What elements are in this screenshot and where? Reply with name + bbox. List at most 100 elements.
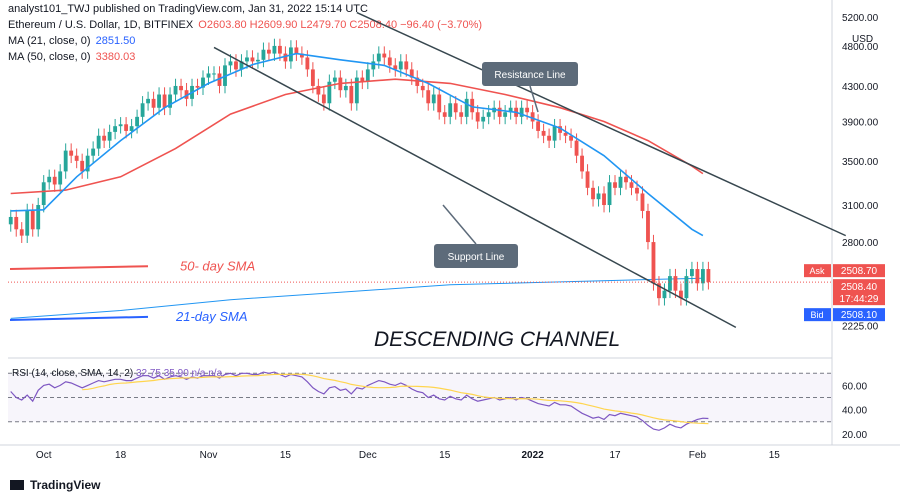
channel-title: DESCENDING CHANNEL [374, 328, 620, 351]
sma21-legend-line [9, 315, 149, 322]
candle-body [382, 53, 387, 58]
candle-body [135, 116, 140, 127]
candle-body [228, 61, 233, 66]
ma21-value: 2851.50 [95, 35, 136, 47]
time-tick-label: Nov [200, 450, 218, 461]
candle-body [596, 193, 601, 200]
candle-body [404, 61, 409, 70]
candle-body [453, 103, 458, 113]
symbol-title: Ethereum / U.S. Dollar, 1D, BITFINEX [8, 19, 194, 31]
candle-body [107, 131, 112, 141]
candle-body [393, 65, 398, 70]
ma50-line [10, 78, 704, 195]
time-tick-label: 15 [280, 450, 292, 461]
candle-body [580, 155, 584, 172]
candle-body [371, 61, 376, 70]
rsi-title: RSI (14, close, SMA, 14, 2) [12, 368, 136, 379]
ask-tag-label: Ask [809, 266, 825, 276]
candle-body [184, 90, 189, 99]
rsi-header: RSI (14, close, SMA, 14, 2) 32.75 35.90 … [12, 368, 223, 379]
time-tick-label: Feb [689, 450, 707, 461]
rsi-tick-label: 20.00 [842, 430, 867, 441]
ask-tag [804, 264, 831, 278]
candle-body [272, 45, 277, 54]
candle-body [80, 160, 85, 172]
channel-line [356, 11, 847, 237]
bid-tag [804, 308, 831, 322]
resistance-callout-box [482, 62, 578, 86]
price-tick-label: 3500.00 [842, 157, 879, 168]
candle-body [508, 107, 513, 113]
candle-body [486, 112, 491, 117]
candle-body [651, 242, 656, 284]
candle-body [481, 116, 486, 122]
candle-body [19, 229, 24, 236]
candle-body [41, 182, 46, 206]
candle-body [574, 140, 579, 156]
candle-body [547, 135, 552, 141]
candle-body [668, 276, 672, 291]
candle-body [277, 45, 282, 54]
candle-body [360, 77, 365, 82]
time-tick-label: 15 [769, 450, 781, 461]
candle-body [250, 57, 255, 62]
time-tick-label: 18 [115, 450, 127, 461]
candle-body [684, 276, 689, 299]
symbol-line: Ethereum / U.S. Dollar, 1D, BITFINEX O26… [8, 19, 484, 31]
last-price: 2508.40 [841, 282, 878, 293]
price-tick-label: 5200.00 [842, 13, 879, 24]
rsi-tick-label: 60.00 [842, 381, 867, 392]
candle-body [316, 85, 321, 95]
ma21-label: MA (21, close, 0) [8, 35, 91, 47]
candle-body [448, 103, 453, 117]
candle-body [332, 77, 337, 82]
ma50-label: MA (50, close, 0) [8, 51, 91, 63]
rsi-line [10, 371, 709, 431]
publisher-line: analyst101_TWJ published on TradingView.… [8, 3, 368, 15]
candle-body [349, 85, 354, 104]
candle-body [459, 112, 464, 117]
candle-body [525, 107, 530, 113]
candle-body [470, 98, 475, 113]
sma21-annotation: 21-day SMA [175, 309, 248, 324]
candle-body [464, 98, 469, 117]
rsi-ma-line [82, 373, 709, 425]
ask-price: 2508.70 [841, 266, 878, 277]
candle-body [85, 155, 90, 172]
time-tick-label: 17 [609, 450, 621, 461]
candle-body [629, 182, 634, 188]
candle-body [206, 73, 211, 78]
support-callout-label: Support Line [448, 252, 505, 263]
candle-body [591, 187, 595, 200]
candle-body [256, 59, 260, 62]
time-tick-label: Oct [36, 450, 52, 461]
resistance-callout-pointer [529, 85, 539, 113]
candle-body [415, 77, 420, 86]
brand-label: TradingView [30, 478, 101, 492]
candle-body [239, 61, 244, 70]
price-tick-label: 4300.00 [842, 82, 879, 93]
candle-body [662, 290, 667, 299]
candle-body [563, 132, 568, 136]
candle-body [558, 126, 563, 133]
candle-body [179, 85, 183, 91]
candle-body [25, 210, 30, 236]
candle-body [618, 176, 623, 188]
candle-body [74, 155, 79, 161]
price-tick-label: 4800.00 [842, 42, 879, 53]
candle-body [497, 107, 502, 117]
candle-body [102, 135, 107, 141]
candle-body [217, 73, 222, 86]
tradingview-logo[interactable]: TradingView [10, 478, 100, 492]
price-tick-label: 2225.00 [842, 322, 879, 333]
candle-body [146, 98, 151, 104]
candle-body [30, 210, 35, 230]
candle-body [679, 290, 683, 299]
candle-body [376, 53, 381, 62]
candle-body [96, 135, 101, 149]
support-callout-box [434, 244, 518, 268]
candle-body [387, 57, 392, 66]
candle-body [151, 98, 156, 108]
candle-body [8, 216, 13, 225]
